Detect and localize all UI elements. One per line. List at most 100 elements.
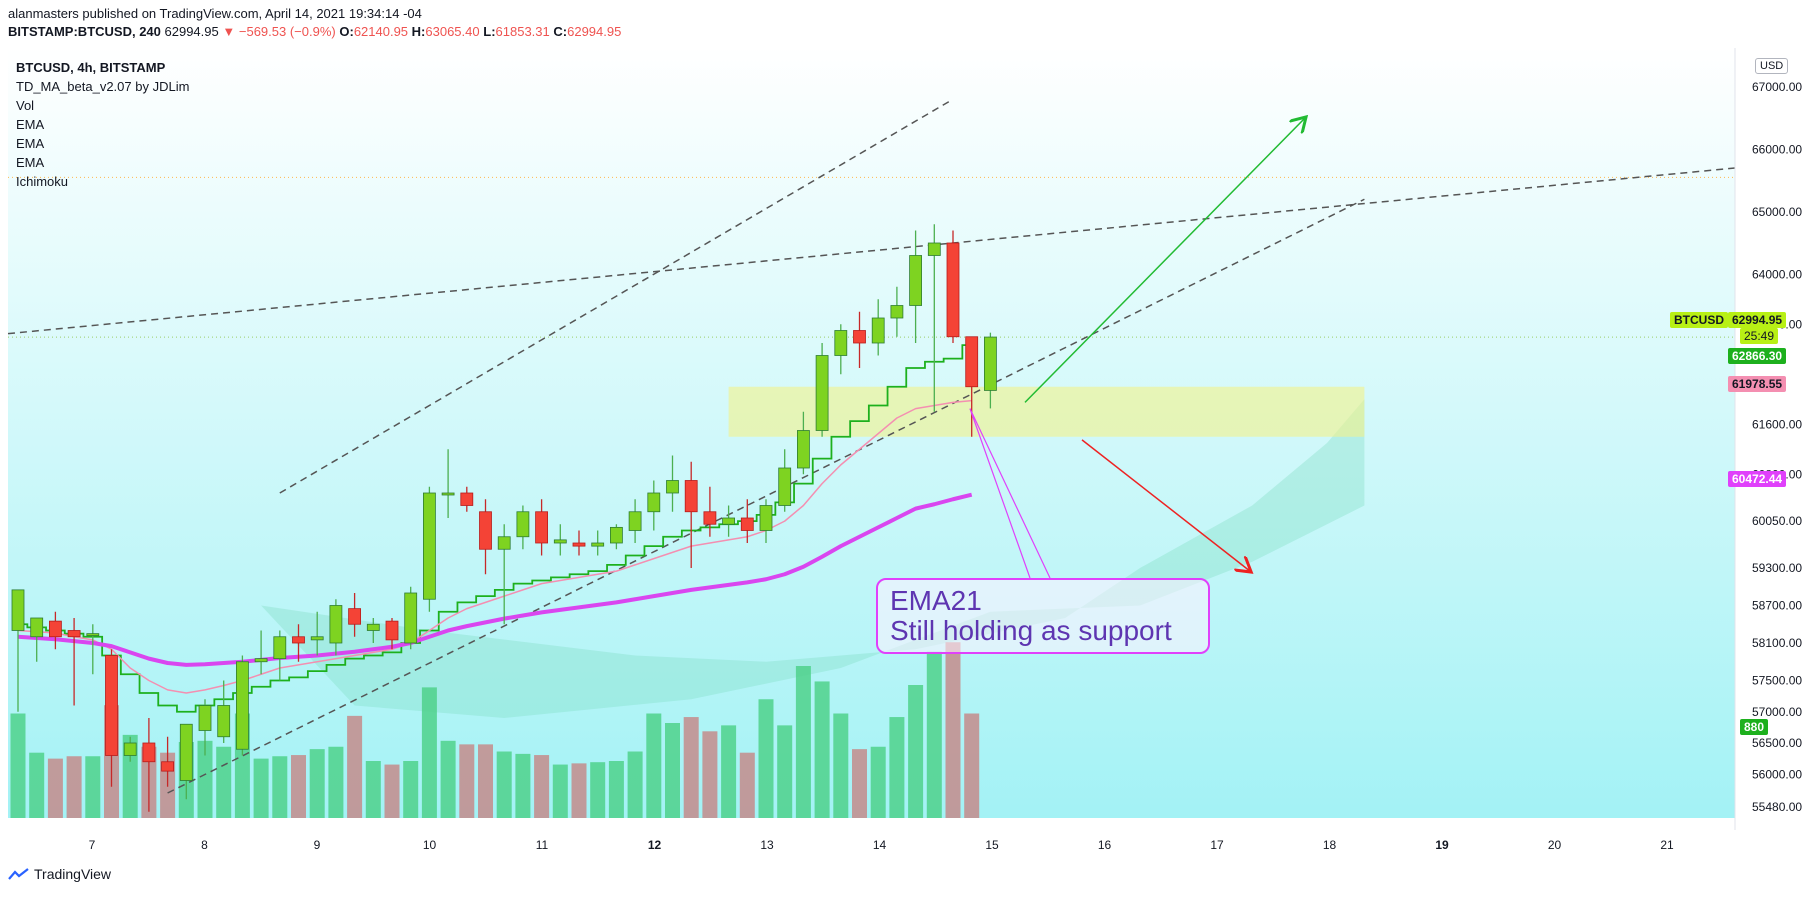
candle-body [385,620,399,641]
price-chart[interactable]: 67000.0066000.0065000.0064000.0063200.00… [0,48,1816,858]
volume-bar [795,666,811,818]
price-scale-label: 66000.00 [1752,142,1802,156]
candle-body [628,511,642,531]
volume-bar [197,740,213,818]
volume-bar [421,687,437,818]
volume-bar [683,717,699,818]
candle-body [11,589,25,631]
time-axis-label: 17 [1210,838,1224,852]
candle-body [217,705,231,738]
candle-body [49,620,62,638]
time-axis-label: 13 [760,838,774,852]
price-scale-label: 59300.00 [1752,561,1802,575]
volume-bar [739,752,755,818]
time-axis-label: 15 [985,838,999,852]
trend-line-lower [167,198,1365,794]
volume-bar [347,715,363,818]
annotation-line-2: Still holding as support [890,615,1172,646]
annotation-callout[interactable]: EMA21 Still holding as support [876,578,1210,654]
price-scale-label: 56000.00 [1752,767,1802,781]
symbol-tag: BTCUSD [1670,312,1728,328]
candle-body [610,526,623,544]
callout-pointer [969,408,1051,579]
candle-body [254,658,268,663]
open-label: O: [339,24,354,39]
time-axis-label: 12 [648,838,662,852]
legend-item-ema[interactable]: EMA [16,136,45,151]
candle-body [927,242,941,256]
volume-bar [665,723,680,818]
ema-slow-tag: 60472.44 [1728,471,1787,487]
volume-tag: 880 [1740,719,1769,735]
ema21-tag: 61978.55 [1728,376,1787,392]
trend-line-channel [279,98,954,494]
countdown-tag: 25:49 [1740,328,1779,344]
candle-body [479,511,492,550]
candle-body [516,511,530,538]
price-scale-label: 60050.00 [1752,514,1802,528]
volume-bar [552,764,568,818]
time-axis-label: 7 [89,838,96,852]
time-axis-label: 21 [1660,838,1674,852]
candle-body [871,317,885,344]
legend-title[interactable]: BTCUSD, 4h, BITSTAMP [16,60,166,75]
volume-bar [365,761,381,818]
candle-body [329,605,343,644]
candle-body [890,305,904,319]
price-scale-label: 55480.00 [1752,800,1802,814]
price-scale-label: 58100.00 [1752,636,1802,650]
low-label: L: [483,24,496,39]
volume-bar [29,752,45,818]
ema-slow-line [17,492,973,667]
price-scale-label: 57000.00 [1752,705,1802,719]
high-value: 63065.40 [425,24,480,39]
candle-body [984,336,997,391]
volume-bar [870,746,886,818]
ema-fast-line [18,344,972,713]
callout-pointer [969,408,1031,579]
legend-item-ema[interactable]: EMA [16,117,45,132]
time-axis-label: 9 [314,838,321,852]
time-axis-label: 8 [201,838,208,852]
volume-bar [403,761,419,818]
time-axis-label: 16 [1098,838,1112,852]
candle-body [591,542,605,547]
price-scale-label: 67000.00 [1752,80,1802,94]
volume-bar [571,763,587,818]
down-triangle-icon: ▼ [222,24,236,39]
volume-bar [291,755,306,818]
candle-body [553,539,567,544]
candle-body [67,630,81,638]
price-change: −569.53 (−0.9%) [238,24,336,39]
volume-bar [384,764,400,818]
volume-bar [721,725,737,818]
low-value: 61853.31 [495,24,550,39]
legend-item-ichimoku[interactable]: Ichimoku [16,174,69,189]
close-label: C: [553,24,568,39]
footer-brand[interactable]: TradingView [34,866,112,882]
candle-body [703,511,717,525]
volume-bar [814,681,830,818]
volume-bar [440,740,456,818]
volume-bar [10,713,26,818]
price-tag: 62994.95 [1728,312,1787,328]
ema21-line [17,399,972,694]
chart-area[interactable]: 67000.0066000.0065000.0064000.0063200.00… [0,48,1816,858]
candle-body [740,517,754,531]
volume-bar [216,746,232,818]
candle-body [366,623,380,631]
candle-body [348,608,362,625]
legend-item-vol[interactable]: Vol [16,98,35,113]
ema-fast-tag: 62866.30 [1728,348,1787,364]
legend-item-ema[interactable]: EMA [16,155,45,170]
candle-body [535,511,548,544]
footer: TradingView [8,866,111,882]
volume-bar [758,699,774,818]
support-zone [728,386,1365,437]
legend-item-td[interactable]: TD_MA_beta_v2.07 by JDLim [16,79,190,94]
currency-badge[interactable]: USD [1755,58,1789,74]
last-price: 62994.95 [164,24,219,39]
volume-bar [515,753,531,818]
annotation-line-1: EMA21 [890,585,982,616]
publisher-line: alanmasters published on TradingView.com… [8,6,422,21]
